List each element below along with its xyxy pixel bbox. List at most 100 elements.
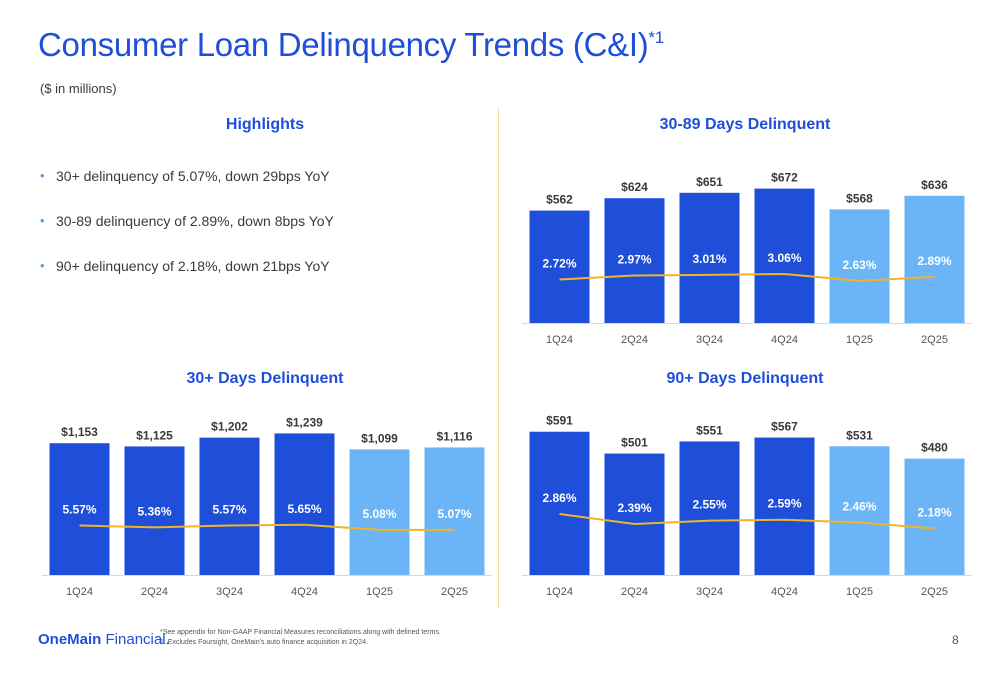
value-label: $591 xyxy=(546,414,573,428)
bullet-icon: • xyxy=(40,168,45,183)
footnote-1: *See appendix for Non-GAAP Financial Mea… xyxy=(160,629,441,636)
rate-line xyxy=(79,523,455,531)
bar-3Q24 xyxy=(679,192,740,323)
highlight-item: • 90+ delinquency of 2.18%, down 21bps Yo… xyxy=(40,258,480,303)
x-tick-label: 1Q25 xyxy=(846,586,873,598)
bar-3Q24 xyxy=(199,437,260,575)
rate-label: 5.07% xyxy=(437,507,471,521)
highlights-heading: Highlights xyxy=(225,116,305,133)
title-superscript: *1 xyxy=(648,28,664,47)
rate-label: 2.39% xyxy=(617,501,651,515)
rate-label: 2.18% xyxy=(917,505,951,519)
rate-line xyxy=(559,273,935,282)
value-label: $567 xyxy=(771,420,798,434)
bar-2Q24 xyxy=(604,453,665,575)
value-label: $1,116 xyxy=(436,429,472,443)
chart-title-90-plus: 90+ Days Delinquent xyxy=(666,370,824,387)
bar-2Q25 xyxy=(904,195,965,323)
bar-2Q25 xyxy=(904,458,965,575)
chart-30-89-days-delinquent: $562 $624 $651 $672 $568 $636 2.72% 2.97% 3.01% 3… xyxy=(510,140,980,355)
bar-1Q25 xyxy=(829,446,890,575)
highlight-text: 90+ delinquency of 2.18%, down 21bps YoY xyxy=(56,258,330,274)
x-tick-label: 4Q24 xyxy=(771,586,798,598)
bar-2Q25 xyxy=(424,447,485,575)
x-tick-label: 2Q25 xyxy=(921,586,948,598)
chart-title-30-plus: 30+ Days Delinquent xyxy=(186,370,344,387)
value-label: $480 xyxy=(921,441,948,455)
page-title: Consumer Loan Delinquency Trends (C&I)*1 xyxy=(38,26,664,64)
x-tick-label: 3Q24 xyxy=(696,334,723,346)
x-tick-label: 3Q24 xyxy=(216,586,243,598)
rate-label: 2.63% xyxy=(842,258,876,272)
value-label: $1,239 xyxy=(286,415,323,429)
rate-label: 5.36% xyxy=(137,504,171,518)
chart-svg: $1,153 $1,125 $1,202 $1,239 $1,099 $1,116 5.57… xyxy=(42,415,492,598)
rate-label: 2.89% xyxy=(917,254,951,268)
rate-label: 5.08% xyxy=(362,507,396,521)
units-subtitle: ($ in millions) xyxy=(40,81,117,96)
page-title-text: Consumer Loan Delinquency Trends (C&I) xyxy=(38,26,649,63)
rate-label: 2.46% xyxy=(842,500,876,514)
rate-label: 3.06% xyxy=(767,251,801,265)
value-label: $636 xyxy=(921,178,948,192)
value-label: $651 xyxy=(696,175,723,189)
x-tick-label: 2Q24 xyxy=(141,586,168,598)
logo-mark: . xyxy=(165,631,170,648)
rate-line xyxy=(559,512,935,530)
bar-1Q24 xyxy=(49,443,110,575)
vertical-divider xyxy=(498,108,499,608)
bar-4Q24 xyxy=(274,433,335,575)
chart-title-30-89: 30-89 Days Delinquent xyxy=(659,116,831,133)
highlight-text: 30+ delinquency of 5.07%, down 29bps YoY xyxy=(56,168,330,184)
logo-regular-text: Financial xyxy=(101,631,166,648)
bullet-icon: • xyxy=(40,213,45,228)
highlight-item: • 30+ delinquency of 5.07%, down 29bps Yo… xyxy=(40,168,480,213)
value-label: $562 xyxy=(546,193,573,207)
footnotes: *See appendix for Non-GAAP Financial Mea… xyxy=(160,628,441,648)
chart-svg: $562 $624 $651 $672 $568 $636 2.72% 2.97% 3.01% 3… xyxy=(522,171,972,346)
bar-4Q24 xyxy=(754,188,815,323)
rate-label: 2.55% xyxy=(692,498,726,512)
x-tick-label: 1Q24 xyxy=(546,334,573,346)
bar-1Q25 xyxy=(349,449,410,575)
x-tick-label: 2Q25 xyxy=(441,586,468,598)
bar-1Q24 xyxy=(529,431,590,575)
bar-2Q24 xyxy=(604,198,665,323)
x-tick-label: 1Q25 xyxy=(846,334,873,346)
x-tick-label: 3Q24 xyxy=(696,586,723,598)
x-tick-label: 4Q24 xyxy=(291,586,318,598)
rate-label: 2.72% xyxy=(542,256,576,270)
bar-2Q24 xyxy=(124,446,185,575)
value-label: $1,099 xyxy=(361,431,398,445)
chart-svg: $591 $501 $551 $567 $531 $480 2.86% 2.39% 2.55% 2… xyxy=(522,414,972,598)
value-label: $551 xyxy=(696,423,723,437)
logo-bold-text: OneMain xyxy=(38,631,102,648)
x-tick-label: 2Q25 xyxy=(921,334,948,346)
value-label: $672 xyxy=(771,171,798,185)
x-tick-label: 2Q24 xyxy=(621,586,648,598)
value-label: $1,125 xyxy=(136,428,173,442)
highlight-item: • 30-89 delinquency of 2.89%, down 8bps Y… xyxy=(40,213,480,258)
value-label: $568 xyxy=(846,191,873,205)
rate-label: 5.65% xyxy=(287,502,321,516)
value-label: $1,202 xyxy=(211,420,248,434)
company-logo: OneMain Financial. xyxy=(38,631,170,648)
rate-label: 5.57% xyxy=(62,502,96,516)
rate-label: 2.97% xyxy=(617,252,651,266)
bar-1Q25 xyxy=(829,209,890,323)
bullet-icon: • xyxy=(40,258,45,273)
chart-30-plus-days-delinquent: $1,153 $1,125 $1,202 $1,239 $1,099 $1,116 5.57… xyxy=(30,392,500,607)
bar-4Q24 xyxy=(754,437,815,575)
bar-1Q24 xyxy=(529,210,590,323)
footnote-2: 1. Excludes Foursight, OneMain's auto fi… xyxy=(160,639,368,646)
rate-label: 3.01% xyxy=(692,252,726,266)
x-tick-label: 2Q24 xyxy=(621,334,648,346)
value-label: $624 xyxy=(621,180,648,194)
rate-label: 2.59% xyxy=(767,497,801,511)
x-tick-label: 4Q24 xyxy=(771,334,798,346)
chart-90-plus-days-delinquent: $591 $501 $551 $567 $531 $480 2.86% 2.39% 2.55% 2… xyxy=(510,392,980,607)
x-tick-label: 1Q24 xyxy=(66,586,93,598)
rate-label: 5.57% xyxy=(212,502,246,516)
rate-label: 2.86% xyxy=(542,491,576,505)
page-number: 8 xyxy=(952,633,959,647)
